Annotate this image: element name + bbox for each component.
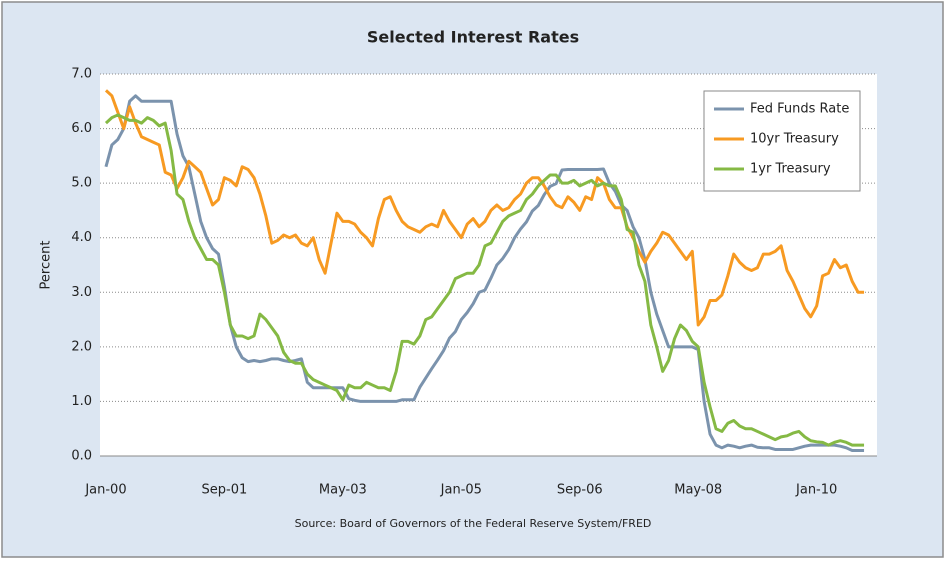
legend: Fed Funds Rate 10yr Treasury 1yr Treasury xyxy=(703,90,861,192)
y-tick-label: 5.0 xyxy=(71,176,92,191)
y-tick-label: 6.0 xyxy=(71,121,92,136)
source-note: Source: Board of Governors of the Federa… xyxy=(295,517,652,530)
y-tick-label: 3.0 xyxy=(71,285,92,300)
x-tick-label: Sep-06 xyxy=(557,483,603,498)
legend-label: 10yr Treasury xyxy=(750,132,839,147)
series-line xyxy=(104,113,865,447)
x-tick-label: Jan-00 xyxy=(84,483,126,498)
x-tick-label: Jan-05 xyxy=(440,483,482,498)
x-tick-label: Sep-01 xyxy=(202,483,248,498)
grid: 0.0 1.0 2.0 3.0 4.0 5.0 6.0 7.0 Jan-00 Sep-01 May-… xyxy=(71,67,877,498)
series-line xyxy=(104,89,865,327)
y-tick-label: 4.0 xyxy=(71,230,92,245)
series-line xyxy=(104,94,865,453)
y-tick-label: 7.0 xyxy=(71,67,92,82)
x-tick-label: May-03 xyxy=(319,483,367,498)
legend-label: 1yr Treasury xyxy=(750,162,831,177)
y-tick-label: 0.0 xyxy=(71,449,92,464)
legend-label: Fed Funds Rate xyxy=(750,102,849,117)
y-tick-label: 2.0 xyxy=(71,339,92,354)
chart-title: Selected Interest Rates xyxy=(367,28,579,47)
y-axis-title: Percent xyxy=(39,241,54,290)
lines xyxy=(104,89,865,453)
x-tick-label: May-08 xyxy=(674,483,722,498)
y-tick-label: 1.0 xyxy=(71,394,92,409)
x-tick-label: Jan-10 xyxy=(795,483,837,498)
